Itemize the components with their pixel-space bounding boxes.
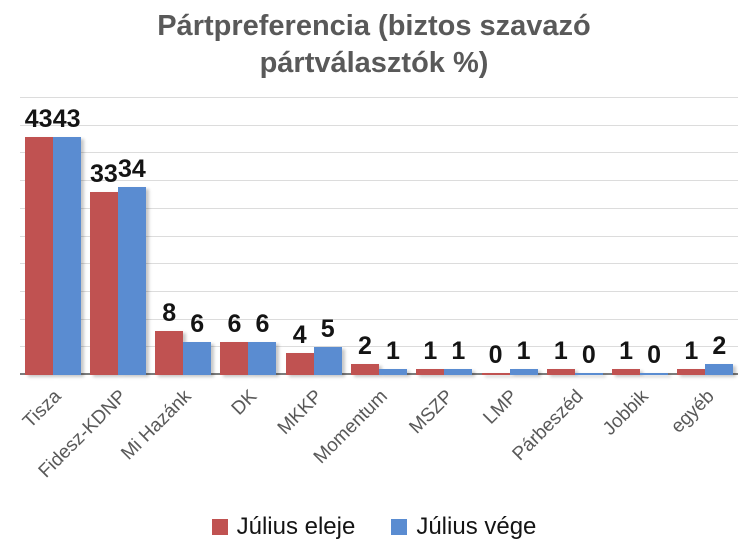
gridline-30: [20, 207, 738, 209]
legend-swatch-julius-eleje: [211, 519, 228, 535]
legend: Július eleje Július vége: [0, 513, 748, 541]
x-axis-label-tisza: Tisza: [19, 386, 66, 433]
value-label-egy-b-j-lius-eleje: 1: [684, 337, 699, 366]
value-label-fidesz-kdnp-j-lius-v-ge: 34: [118, 154, 146, 183]
bar-mkkp-j-lius-eleje: [285, 352, 314, 375]
value-label-mkkp-j-lius-v-ge: 5: [320, 315, 335, 344]
plot-area: 43 43 33 34 8 6 6 6 4 5 2 1 1 1 0 1 1 0 1 0 1 2: [20, 97, 738, 375]
bar-egy-b-j-lius-eleje: [677, 369, 706, 375]
x-axis-label-jobbik: Jobbik: [599, 386, 653, 440]
value-label-mi-haz-nk-j-lius-eleje: 8: [162, 298, 177, 327]
x-axis-label-dk: DK: [227, 386, 262, 420]
bar-p-rbesz-d-j-lius-v-ge: [574, 373, 603, 375]
value-label-tisza-j-lius-v-ge: 43: [52, 104, 81, 133]
bar-tisza-j-lius-eleje: [24, 136, 53, 375]
bar-fidesz-kdnp-j-lius-v-ge: [117, 186, 146, 375]
value-label-tisza-j-lius-eleje: 43: [24, 104, 53, 133]
legend-label-julius-eleje: Július eleje: [236, 513, 356, 540]
x-axis-label-p-rbesz-d: Párbeszéd: [508, 386, 588, 466]
gridline-50: [20, 97, 738, 98]
legend-item-julius-eleje: Július eleje: [211, 513, 356, 541]
bar-tisza-j-lius-v-ge: [52, 136, 81, 375]
value-label-mszp-j-lius-eleje: 1: [423, 337, 438, 366]
bar-jobbik-j-lius-eleje: [612, 369, 641, 375]
x-axis-label-mi-haz-nk: Mi Hazánk: [117, 386, 197, 465]
bar-momentum-j-lius-eleje: [351, 363, 379, 375]
value-label-jobbik-j-lius-v-ge: 0: [647, 341, 662, 369]
bar-momentum-j-lius-v-ge: [379, 369, 407, 375]
legend-swatch-julius-vege: [391, 519, 408, 535]
value-label-mkkp-j-lius-eleje: 4: [292, 320, 307, 349]
value-label-mszp-j-lius-v-ge: 1: [451, 337, 466, 366]
gridline-35: [20, 180, 738, 182]
x-axis-label-lmp: LMP: [479, 386, 523, 429]
bar-jobbik-j-lius-v-ge: [640, 373, 669, 375]
value-label-dk-j-lius-v-ge: 6: [255, 309, 270, 338]
bar-mszp-j-lius-v-ge: [444, 369, 473, 375]
bar-p-rbesz-d-j-lius-eleje: [546, 369, 575, 375]
chart-title: Pártpreferencia (biztos szavazó pártvála…: [157, 10, 591, 80]
bar-dk-j-lius-eleje: [220, 341, 249, 375]
value-label-lmp-j-lius-eleje: 0: [488, 341, 503, 369]
value-label-egy-b-j-lius-v-ge: 2: [712, 331, 727, 360]
legend-item-julius-vege: Július vége: [391, 513, 536, 541]
bar-mszp-j-lius-eleje: [416, 369, 445, 375]
gridline-10: [20, 318, 738, 320]
bar-lmp-j-lius-v-ge: [509, 369, 538, 375]
gridline-5: [20, 346, 738, 348]
bar-mi-haz-nk-j-lius-eleje: [155, 330, 184, 375]
gridline-15: [20, 290, 738, 292]
bar-mi-haz-nk-j-lius-v-ge: [183, 341, 212, 375]
value-label-momentum-j-lius-v-ge: 1: [386, 337, 400, 366]
bar-dk-j-lius-v-ge: [248, 341, 277, 375]
gridline-45: [20, 124, 738, 126]
gridline-40: [20, 152, 738, 154]
value-label-fidesz-kdnp-j-lius-eleje: 33: [90, 160, 118, 189]
x-axis-label-egy-b: egyéb: [666, 386, 719, 438]
gridline-25: [20, 235, 738, 237]
value-label-dk-j-lius-eleje: 6: [227, 309, 242, 338]
bar-fidesz-kdnp-j-lius-eleje: [89, 192, 118, 375]
bar-mkkp-j-lius-v-ge: [313, 347, 342, 375]
value-label-mi-haz-nk-j-lius-v-ge: 6: [190, 309, 205, 338]
value-label-momentum-j-lius-eleje: 2: [358, 331, 372, 360]
x-axis-label-mkkp: MKKP: [273, 386, 327, 439]
gridline-20: [20, 263, 738, 265]
bar-lmp-j-lius-eleje: [481, 373, 510, 375]
value-label-jobbik-j-lius-eleje: 1: [619, 337, 634, 366]
value-label-p-rbesz-d-j-lius-eleje: 1: [553, 337, 568, 366]
value-label-lmp-j-lius-v-ge: 1: [516, 337, 531, 366]
x-axis-label-mszp: MSZP: [404, 386, 458, 439]
bar-egy-b-j-lius-v-ge: [705, 363, 734, 375]
value-label-p-rbesz-d-j-lius-v-ge: 0: [581, 341, 596, 369]
legend-label-julius-vege: Július vége: [416, 513, 537, 540]
